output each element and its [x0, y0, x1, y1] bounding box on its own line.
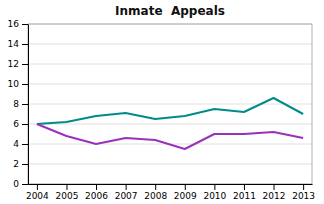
x-tick-label: 2010 [203, 191, 226, 201]
grid-line [28, 84, 312, 85]
series-line [37, 124, 303, 149]
grid-line [28, 44, 312, 45]
x-tick: 2013 [292, 184, 315, 201]
grid [28, 24, 312, 184]
plot-frame [28, 24, 312, 184]
x-axis: 2004 2005 2006 2007 2008 2009 2010 2011 2012 2013 [26, 184, 315, 201]
x-tick-label: 2004 [26, 191, 49, 201]
y-tick-mark [22, 144, 28, 145]
x-tick: 2005 [56, 184, 79, 201]
x-tick: 2006 [85, 184, 108, 201]
y-tick-label: 8 [13, 99, 19, 109]
lines [37, 98, 303, 149]
x-tick-label: 2005 [56, 191, 79, 201]
y-tick: 12 [8, 59, 28, 69]
x-tick-label: 2006 [85, 191, 108, 201]
series-line [37, 98, 303, 124]
y-tick-label: 4 [13, 139, 19, 149]
y-tick-label: 12 [8, 59, 19, 69]
y-tick-label: 6 [13, 119, 19, 129]
y-tick: 16 [8, 19, 28, 29]
x-tick-label: 2008 [144, 191, 167, 201]
y-tick-mark [22, 44, 28, 45]
y-tick: 10 [8, 79, 28, 89]
x-tick-mark [155, 184, 156, 190]
x-tick-mark [37, 184, 38, 190]
x-tick: 2008 [144, 184, 167, 201]
y-tick: 4 [13, 139, 28, 149]
x-tick-label: 2011 [233, 191, 256, 201]
x-tick: 2012 [263, 184, 286, 201]
x-tick-label: 2009 [174, 191, 197, 201]
x-tick-mark [214, 184, 215, 190]
x-tick-mark [126, 184, 127, 190]
y-tick: 14 [8, 39, 28, 49]
y-tick-mark [22, 124, 28, 125]
y-axis: 0 2 4 6 8 10 12 14 16 [8, 19, 29, 189]
y-tick-mark [22, 64, 28, 65]
plot: 2004200520062007200820092010201120122013… [8, 19, 316, 201]
x-tick: 2011 [233, 184, 256, 201]
x-tick-mark [66, 184, 67, 190]
chart: 2004200520062007200820092010201120122013… [0, 0, 324, 204]
y-tick-mark [22, 104, 28, 105]
x-tick-mark [274, 184, 275, 190]
y-tick: 8 [13, 99, 28, 109]
x-tick-mark [96, 184, 97, 190]
x-tick-label: 2012 [263, 191, 286, 201]
y-tick: 6 [13, 119, 28, 129]
y-axis-line [28, 25, 29, 185]
x-tick: 2007 [115, 184, 138, 201]
y-tick: 2 [13, 159, 28, 169]
grid-line [28, 164, 312, 165]
x-tick-mark [185, 184, 186, 190]
x-tick: 2009 [174, 184, 197, 201]
x-tick-mark [244, 184, 245, 190]
y-tick-label: 10 [8, 79, 20, 89]
grid-line [28, 64, 312, 65]
grid-line [28, 124, 312, 125]
x-tick: 2004 [26, 184, 49, 201]
x-axis-line [29, 184, 313, 185]
y-tick-mark [22, 84, 28, 85]
y-tick: 0 [13, 179, 28, 189]
x-tick: 2010 [203, 184, 226, 201]
y-tick-label: 14 [8, 39, 20, 49]
y-tick-mark [22, 164, 28, 165]
y-tick-label: 0 [13, 179, 19, 189]
y-tick-mark [22, 184, 28, 185]
y-tick-mark [22, 24, 28, 25]
y-tick-label: 2 [13, 159, 19, 169]
chart-title: Inmate Appeals [115, 4, 225, 18]
x-tick-mark [303, 184, 304, 190]
x-tick-label: 2013 [292, 191, 315, 201]
grid-line [28, 104, 312, 105]
y-tick-label: 16 [8, 19, 20, 29]
x-tick-label: 2007 [115, 191, 138, 201]
